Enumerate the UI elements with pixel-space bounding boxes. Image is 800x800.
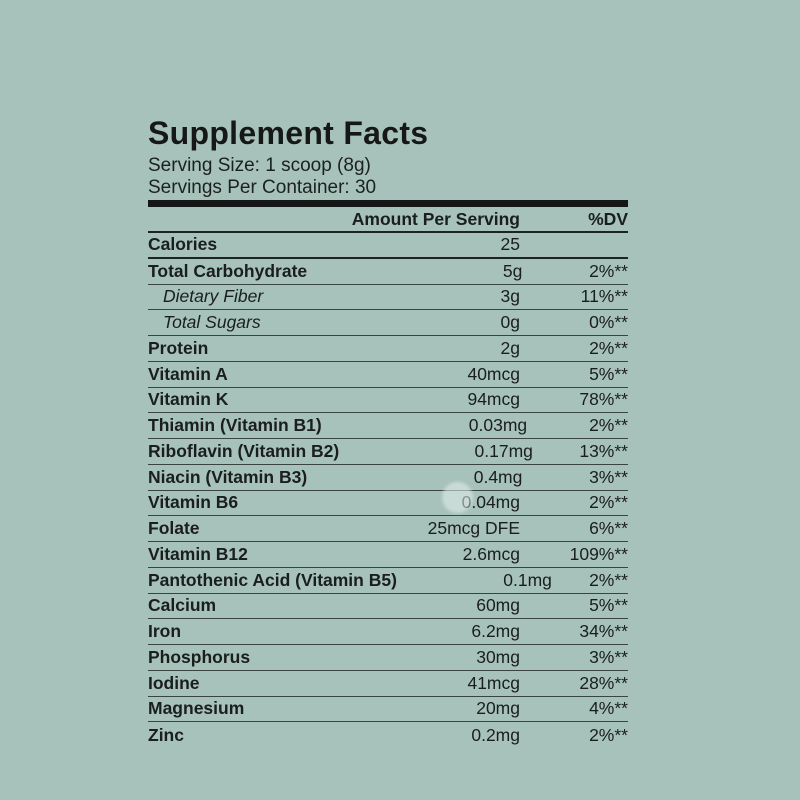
nutrient-name: Niacin (Vitamin B3) — [148, 466, 308, 487]
nutrient-dv: 2%** — [589, 260, 628, 281]
nutrient-dv: 5%** — [589, 363, 628, 384]
nutrient-name: Riboflavin (Vitamin B2) — [148, 440, 340, 461]
nutrient-amount: 0.17mg — [474, 440, 533, 461]
nutrient-name: Iron — [148, 621, 182, 642]
supplement-facts-label: Supplement Facts Serving Size: 1 scoop (… — [148, 117, 628, 748]
nutrient-row: Niacin (Vitamin B3) 0.4mg 3%** — [148, 465, 628, 491]
nutrient-name: Thiamin (Vitamin B1) — [148, 415, 322, 436]
nutrient-amount: 0g — [500, 312, 520, 333]
nutrient-row: Vitamin K 94mcg 78%** — [148, 388, 628, 414]
nutrient-dv: 2%** — [589, 415, 628, 436]
nutrient-dv: 3%** — [589, 466, 628, 487]
nutrient-name: Iodine — [148, 672, 200, 693]
nutrient-dv: 34%** — [579, 621, 628, 642]
nutrient-dv: 5%** — [589, 595, 628, 616]
nutrient-name: Phosphorus — [148, 646, 251, 667]
nutrient-dv: 78%** — [579, 389, 628, 410]
nutrient-amount: 94mcg — [467, 389, 520, 410]
nutrient-dv: 109%** — [569, 543, 628, 564]
nutrient-row: Zinc 0.2mg 2%** — [148, 722, 628, 748]
nutrient-amount: 2g — [500, 337, 520, 358]
nutrient-dv: 13%** — [579, 440, 628, 461]
nutrient-dv: 2%** — [589, 724, 628, 745]
nutrient-name: Calcium — [148, 595, 217, 616]
nutrient-amount: 0.03mg — [468, 415, 528, 436]
nutrient-name: Vitamin A — [148, 363, 228, 384]
nutrient-name: Vitamin B12 — [148, 543, 248, 564]
nutrient-dv: 0%** — [589, 312, 628, 333]
nutrient-name: Pantothenic Acid (Vitamin B5) — [148, 569, 397, 590]
nutrient-name: Magnesium — [148, 698, 245, 719]
nutrient-row: Riboflavin (Vitamin B2) 0.17mg 13%** — [148, 439, 628, 465]
nutrient-amount: 30mg — [476, 646, 520, 667]
nutrient-rows-container: Calories 25 Total Carbohydrate 5g 2%** Dietar… — [148, 233, 628, 748]
nutrient-dv: 28%** — [579, 672, 628, 693]
nutrient-amount: 0.04mg — [461, 492, 520, 513]
nutrient-row: Magnesium 20mg 4%** — [148, 697, 628, 723]
nutrient-amount: 3g — [500, 286, 520, 307]
nutrient-amount: 5g — [502, 260, 523, 281]
nutrient-dv: 6%** — [589, 518, 628, 539]
serving-size-text: Serving Size: 1 scoop (8g) — [148, 155, 371, 176]
column-header-amount-per-serving: Amount Per Serving — [351, 208, 520, 229]
table-header-row: Amount Per Serving %DV — [148, 207, 628, 233]
nutrient-amount: 25mcg DFE — [427, 518, 520, 539]
servings-per-container-text: Servings Per Container: 30 — [148, 177, 377, 198]
nutrient-name: Calories — [148, 234, 218, 255]
nutrient-row: Iodine 41mcg 28%** — [148, 671, 628, 697]
label-title: Supplement Facts — [148, 115, 429, 151]
nutrient-dv: 4%** — [589, 698, 628, 719]
nutrient-dv: 2%** — [589, 569, 628, 590]
nutrient-name: Total Carbohydrate — [148, 260, 308, 281]
nutrient-dv: 2%** — [589, 492, 628, 513]
nutrient-amount: 6.2mg — [471, 621, 520, 642]
nutrient-row: Phosphorus 30mg 3%** — [148, 645, 628, 671]
nutrient-name: Vitamin K — [148, 389, 229, 410]
nutrient-row: Calcium 60mg 5%** — [148, 594, 628, 620]
nutrient-amount: 60mg — [476, 595, 520, 616]
nutrient-name: Vitamin B6 — [148, 492, 239, 513]
nutrient-row: Folate 25mcg DFE 6%** — [148, 516, 628, 542]
nutrient-row: Vitamin A 40mcg 5%** — [148, 362, 628, 388]
nutrient-amount: 25 — [500, 234, 520, 255]
nutrient-amount: 40mcg — [467, 363, 520, 384]
nutrient-row: Vitamin B12 2.6mcg 109%** — [148, 542, 628, 568]
nutrient-row: Iron 6.2mg 34%** — [148, 619, 628, 645]
nutrient-amount: 2.6mcg — [462, 543, 520, 564]
column-header-dv: %DV — [588, 208, 628, 229]
nutrient-name: Protein — [148, 337, 209, 358]
nutrient-name: Total Sugars — [163, 312, 261, 333]
nutrient-amount: 20mg — [476, 698, 520, 719]
nutrient-amount: 0.4mg — [473, 466, 523, 487]
nutrient-row: Protein 2g 2%** — [148, 336, 628, 362]
nutrient-name: Dietary Fiber — [163, 286, 264, 307]
thick-divider-bar — [148, 200, 628, 207]
nutrient-amount: 0.2mg — [471, 724, 520, 745]
nutrient-row: Vitamin B6 0.04mg 2%** — [148, 491, 628, 517]
nutrient-dv: 11%** — [580, 286, 628, 307]
nutrient-row: Thiamin (Vitamin B1) 0.03mg 2%** — [148, 413, 628, 439]
nutrient-dv: 2%** — [589, 337, 628, 358]
nutrient-row: Total Sugars 0g 0%** — [148, 310, 628, 336]
nutrient-amount: 41mcg — [467, 672, 520, 693]
nutrient-row: Pantothenic Acid (Vitamin B5) 0.1mg 2%** — [148, 568, 628, 594]
nutrient-row: Dietary Fiber 3g 11%** — [148, 285, 628, 311]
nutrient-row: Calories 25 — [148, 233, 628, 259]
nutrient-name: Folate — [148, 518, 200, 539]
nutrient-amount: 0.1mg — [503, 569, 552, 590]
nutrient-name: Zinc — [148, 724, 184, 745]
nutrient-row: Total Carbohydrate 5g 2%** — [148, 259, 628, 285]
nutrient-dv: 3%** — [589, 646, 628, 667]
